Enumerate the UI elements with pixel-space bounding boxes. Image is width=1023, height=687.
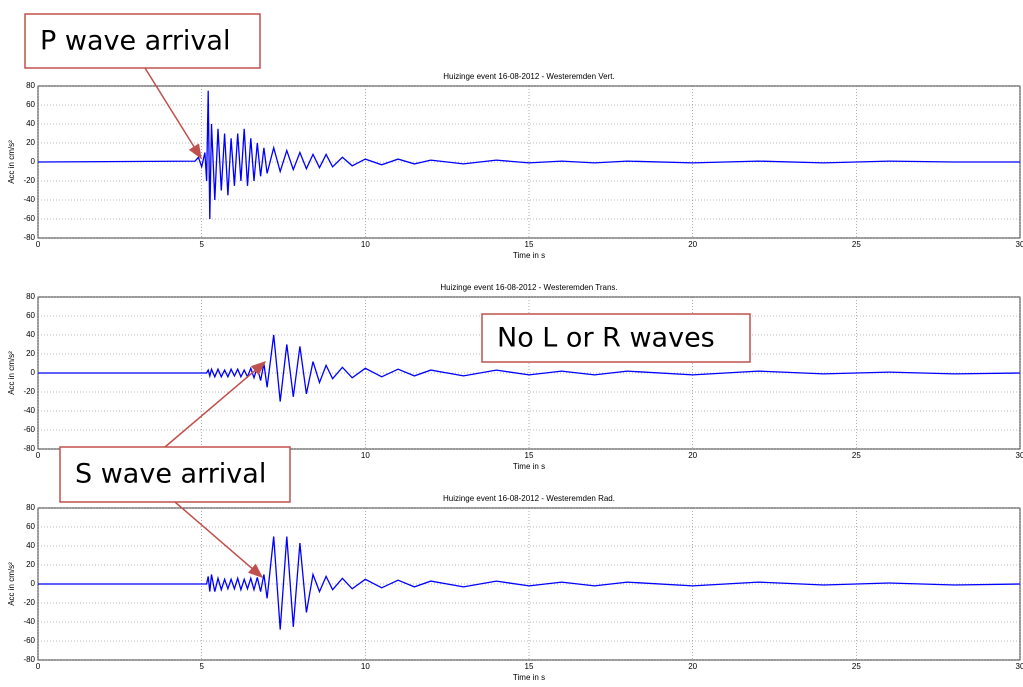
annotation-box — [481, 313, 751, 363]
y-tick-label: 20 — [26, 349, 35, 358]
x-tick-label: 25 — [852, 240, 861, 249]
x-tick-label: 0 — [36, 451, 41, 460]
y-tick-label: 60 — [26, 522, 35, 531]
waveform — [37, 90, 1020, 220]
x-tick-label: 10 — [361, 662, 370, 671]
annotations: P wave arrival No L or R waves S wave ar… — [24, 13, 751, 578]
y-tick-label: -80 — [23, 444, 35, 453]
x-tick-label: 25 — [852, 662, 861, 671]
x-tick-label: 10 — [361, 451, 370, 460]
y-tick-label: 40 — [26, 541, 35, 550]
y-tick-label: -40 — [23, 617, 35, 626]
arrow — [164, 361, 267, 448]
x-tick-label: 30 — [1016, 240, 1023, 249]
y-tick-label: 80 — [26, 503, 35, 512]
y-tick-label: -20 — [23, 598, 35, 607]
x-tick-label: 5 — [199, 240, 204, 249]
x-axis-label: Time in s — [513, 462, 545, 471]
x-tick-label: 15 — [525, 662, 534, 671]
y-tick-label: -80 — [23, 655, 35, 664]
y-tick-label: -40 — [23, 195, 35, 204]
annotation: S wave arrival — [75, 459, 266, 490]
x-tick-label: 10 — [361, 240, 370, 249]
annotation: P wave arrival — [40, 26, 230, 57]
y-tick-label: 60 — [26, 311, 35, 320]
x-tick-label: 0 — [36, 240, 41, 249]
x-tick-label: 20 — [688, 662, 697, 671]
y-tick-label: 0 — [31, 368, 36, 377]
y-tick-label: 80 — [26, 81, 35, 90]
arrow — [174, 501, 264, 578]
y-tick-label: 60 — [26, 100, 35, 109]
y-axis-label: Acc in cm/s² — [7, 351, 16, 395]
x-tick-label: 15 — [525, 240, 534, 249]
y-tick-label: 0 — [31, 579, 36, 588]
y-tick-label: 0 — [31, 157, 36, 166]
x-tick-label: 25 — [852, 451, 861, 460]
y-tick-label: 80 — [26, 292, 35, 301]
waveform — [38, 536, 1021, 630]
x-tick-label: 30 — [1016, 662, 1023, 671]
x-tick-label: 20 — [688, 451, 697, 460]
y-tick-label: 20 — [26, 560, 35, 569]
x-tick-label: 20 — [688, 240, 697, 249]
y-tick-label: -40 — [23, 406, 35, 415]
y-tick-label: -20 — [23, 176, 35, 185]
x-axis-label: Time in s — [513, 673, 545, 682]
y-tick-label: -60 — [23, 636, 35, 645]
y-tick-label: -80 — [23, 233, 35, 242]
x-tick-label: 0 — [36, 662, 41, 671]
waveform — [38, 334, 1021, 402]
y-tick-label: 40 — [26, 330, 35, 339]
annotation: No L or R waves — [497, 323, 715, 354]
arrow — [144, 67, 202, 160]
chart-title: Huizinge event 16-08-2012 - Westeremden … — [443, 494, 615, 503]
annotation-box — [59, 446, 291, 503]
x-tick-label: 15 — [525, 451, 534, 460]
y-tick-label: -60 — [23, 214, 35, 223]
y-tick-label: 40 — [26, 119, 35, 128]
y-tick-label: -60 — [23, 425, 35, 434]
x-axis-label: Time in s — [513, 251, 545, 260]
chart-title: Huizinge event 16-08-2012 - Westeremden … — [443, 72, 615, 81]
chart-title: Huizinge event 16-08-2012 - Westeremden … — [440, 283, 617, 292]
y-axis-label: Acc in cm/s² — [7, 140, 16, 184]
charts: Huizinge event 16-08-2012 - Westeremden … — [7, 72, 1023, 682]
y-tick-label: 20 — [26, 138, 35, 147]
x-tick-label: 30 — [1016, 451, 1023, 460]
x-tick-label: 5 — [199, 662, 204, 671]
annotation-box — [24, 13, 261, 69]
y-tick-label: -20 — [23, 387, 35, 396]
y-axis-label: Acc in cm/s² — [7, 562, 16, 606]
